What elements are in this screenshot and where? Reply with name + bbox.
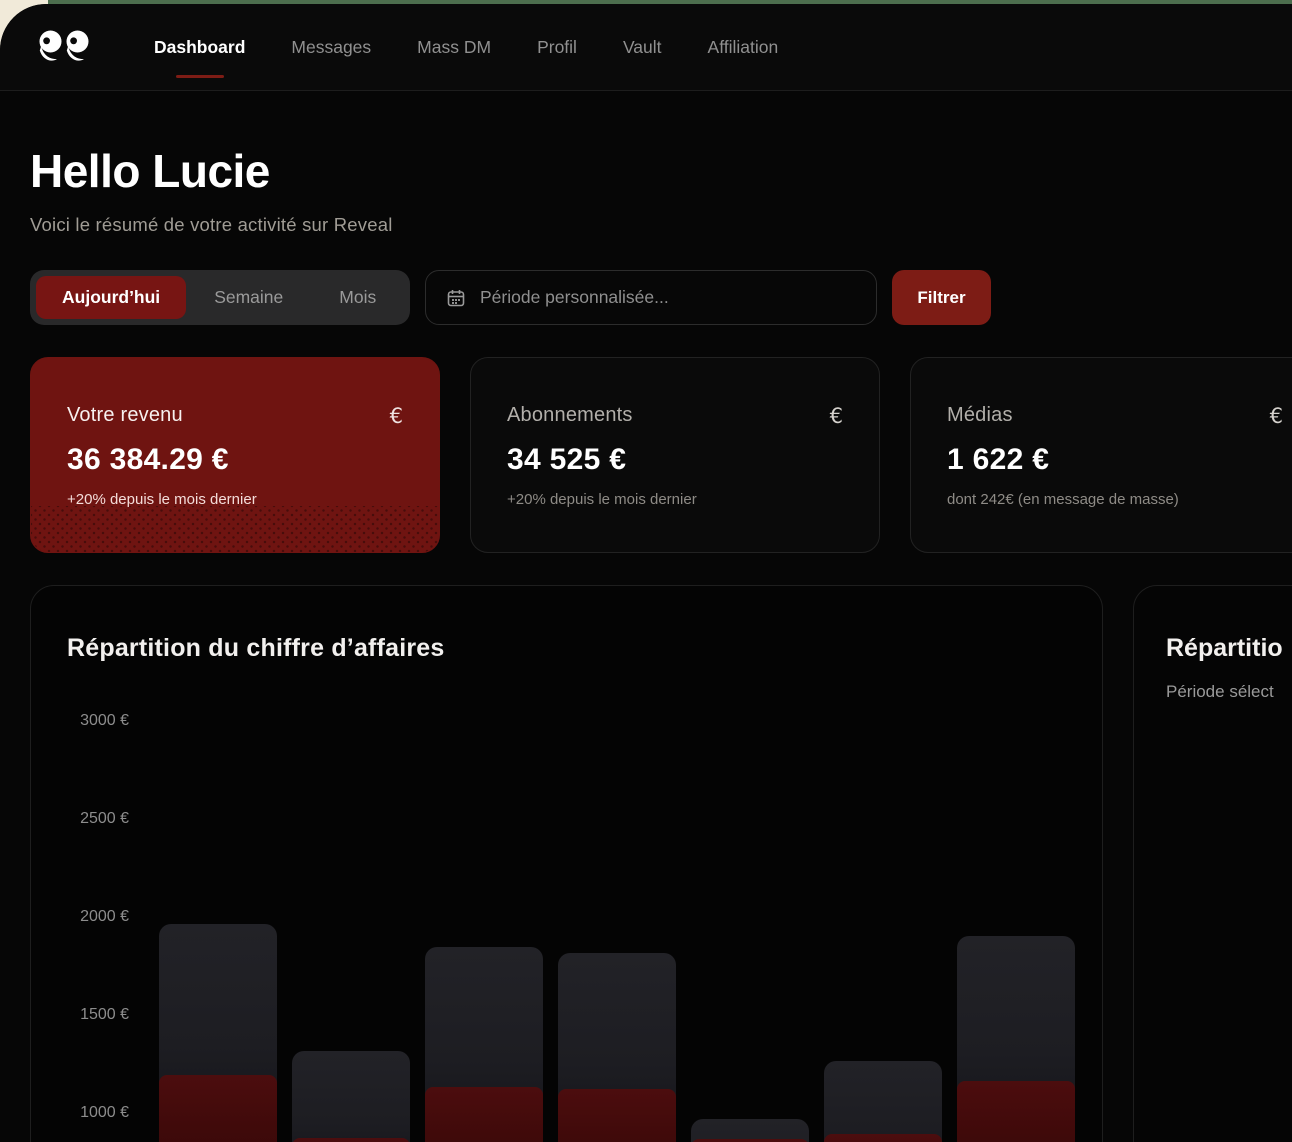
app-window: Dashboard Messages Mass DM Profil Vault … (0, 4, 1292, 1142)
chart-bar-7 (957, 935, 1075, 1142)
chart-bar-3 (425, 947, 543, 1142)
chart-bar-2 (292, 1051, 410, 1142)
euro-icon: € (1269, 404, 1283, 428)
stat-note: dont 242€ (en message de masse) (947, 491, 1179, 508)
nav-links: Dashboard Messages Mass DM Profil Vault … (154, 4, 778, 91)
stat-note: +20% depuis le mois dernier (507, 491, 697, 508)
revenue-breakdown-chart-card: Répartition du chiffre d’affaires 3000 €… (30, 585, 1103, 1142)
halftone-texture (31, 506, 439, 552)
stat-value: 1 622 € (947, 443, 1050, 476)
custom-period-input[interactable] (480, 287, 856, 308)
stat-card-subscriptions: Abonnements € 34 525 € +20% depuis le mo… (470, 357, 880, 553)
chart-bar-6 (824, 1061, 942, 1142)
filter-button[interactable]: Filtrer (892, 270, 991, 325)
stat-value: 36 384.29 € (67, 443, 229, 476)
chart-bar-red-segment (425, 1086, 543, 1142)
nav-item-profil[interactable]: Profil (537, 37, 577, 57)
euro-icon: € (389, 404, 403, 428)
euro-icon: € (829, 404, 843, 428)
stat-card-revenue: Votre revenu € 36 384.29 € +20% depuis l… (30, 357, 440, 553)
chart-bar-red-segment (824, 1133, 942, 1142)
segment-week[interactable]: Semaine (214, 287, 284, 307)
chart-bar-red-segment (558, 1088, 676, 1142)
chart-title: Répartition du chiffre d’affaires (67, 634, 445, 662)
stat-note: +20% depuis le mois dernier (67, 491, 257, 508)
y-axis-tick: 1000 € (80, 1104, 129, 1121)
side-card-title: Répartitio (1166, 634, 1283, 662)
nav-item-vault[interactable]: Vault (622, 37, 662, 57)
reveal-eyes-logo[interactable] (38, 26, 90, 72)
stat-card-medias: Médias € 1 622 € dont 242€ (en message d… (910, 357, 1292, 553)
chart-bar-red-segment (957, 1080, 1075, 1142)
custom-period-field[interactable] (425, 270, 877, 325)
y-axis-tick: 2500 € (80, 810, 129, 827)
calendar-icon (447, 289, 465, 306)
chart-bar-1 (159, 923, 277, 1142)
stat-label: Médias (947, 404, 1013, 426)
nav-item-affiliation[interactable]: Affiliation (707, 37, 779, 57)
nav-item-dashboard[interactable]: Dashboard (154, 37, 246, 57)
y-axis-tick: 2000 € (80, 908, 129, 925)
page-subtitle: Voici le résumé de votre activité sur Re… (30, 214, 393, 235)
chart-bar-red-segment (159, 1074, 277, 1142)
side-breakdown-card: Répartitio Période sélect (1133, 585, 1292, 1142)
y-axis-tick: 3000 € (80, 712, 129, 729)
chart-bar-5 (691, 1118, 809, 1142)
y-axis-tick: 1500 € (80, 1006, 129, 1023)
stat-label: Votre revenu (67, 404, 183, 426)
background-window-strip (48, 0, 1292, 5)
stat-label: Abonnements (507, 404, 633, 426)
chart-bar-red-segment (691, 1139, 809, 1142)
segment-month[interactable]: Mois (339, 287, 377, 307)
segment-today[interactable]: Aujourd’hui (36, 276, 187, 319)
chart-bar-4 (558, 953, 676, 1142)
nav-item-mass-dm[interactable]: Mass DM (417, 37, 492, 57)
top-navbar: Dashboard Messages Mass DM Profil Vault … (0, 4, 1292, 91)
period-segmented-control: Aujourd’hui Semaine Mois (30, 270, 411, 325)
side-card-subtitle: Période sélect (1166, 682, 1274, 701)
stat-value: 34 525 € (507, 443, 627, 476)
chart-bar-red-segment (292, 1137, 410, 1142)
page-title: Hello Lucie (30, 145, 270, 197)
nav-item-messages[interactable]: Messages (291, 37, 372, 57)
